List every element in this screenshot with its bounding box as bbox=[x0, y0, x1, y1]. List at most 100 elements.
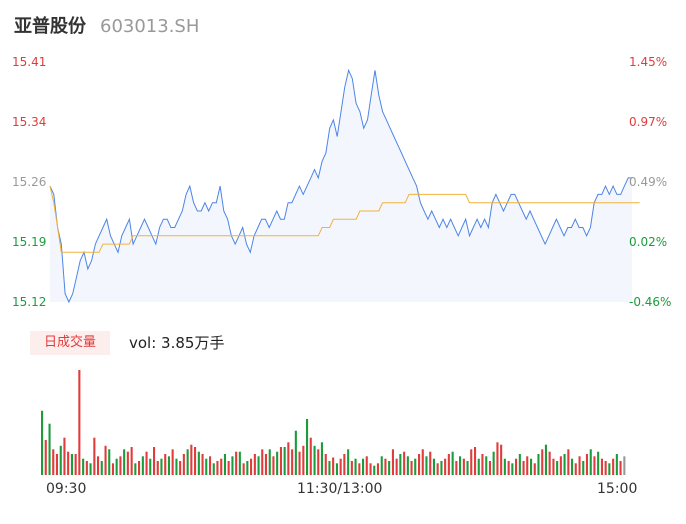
volume-bar bbox=[194, 447, 197, 475]
volume-bar bbox=[343, 454, 346, 475]
volume-bar bbox=[74, 454, 77, 475]
volume-bar bbox=[511, 463, 514, 475]
volume-bar bbox=[156, 461, 159, 475]
volume-bar bbox=[220, 458, 223, 475]
volume-bar bbox=[138, 461, 141, 475]
volume-bar bbox=[190, 444, 193, 475]
percent-tick-label: 0.02% bbox=[629, 235, 668, 249]
volume-bar bbox=[130, 447, 133, 475]
volume-bar bbox=[216, 461, 219, 475]
volume-bar bbox=[582, 461, 585, 475]
stock-name: 亚普股份 bbox=[14, 16, 86, 37]
volume-bar bbox=[380, 456, 383, 475]
volume-bar bbox=[556, 461, 559, 475]
volume-bar bbox=[63, 437, 66, 475]
volume-bar bbox=[488, 461, 491, 475]
volume-readout: vol: 3.85万手 bbox=[129, 334, 225, 352]
volume-bar bbox=[384, 458, 387, 475]
volume-bar bbox=[548, 451, 551, 475]
volume-bar bbox=[100, 461, 103, 475]
volume-bar bbox=[432, 458, 435, 475]
volume-bar bbox=[354, 458, 357, 475]
volume-bar bbox=[623, 456, 626, 475]
volume-bar bbox=[597, 451, 600, 475]
percent-tick-label: 0.97% bbox=[629, 115, 668, 129]
chart-header: 亚普股份 603013.SH bbox=[14, 12, 199, 40]
volume-bar bbox=[612, 458, 615, 475]
price-tick-label: 15.41 bbox=[12, 55, 47, 69]
price-tick-label: 15.12 bbox=[12, 295, 47, 309]
volume-bar bbox=[376, 463, 379, 475]
volume-bar bbox=[253, 454, 256, 475]
volume-bar bbox=[149, 458, 152, 475]
volume-bar bbox=[291, 449, 294, 475]
volume-bar bbox=[59, 445, 62, 475]
volume-bar bbox=[126, 451, 129, 475]
volume-bar bbox=[459, 456, 462, 475]
volume-bar bbox=[474, 447, 477, 475]
volume-bar bbox=[399, 454, 402, 475]
volume-bar bbox=[182, 454, 185, 475]
volume-bar bbox=[436, 463, 439, 475]
volume-bar bbox=[209, 456, 212, 475]
volume-bar bbox=[477, 458, 480, 475]
volume-bar bbox=[418, 454, 421, 475]
volume-bar bbox=[552, 458, 555, 475]
volume-bar bbox=[93, 437, 96, 475]
volume-bar bbox=[123, 449, 126, 475]
volume-bar bbox=[320, 442, 323, 475]
volume-bar bbox=[541, 449, 544, 475]
volume-bar bbox=[429, 451, 432, 475]
volume-bar bbox=[563, 454, 566, 475]
volume-bar bbox=[347, 449, 350, 475]
volume-bar bbox=[97, 456, 100, 475]
stock-code: 603013.SH bbox=[100, 16, 200, 37]
percent-tick-label: 1.45% bbox=[629, 55, 668, 69]
volume-bar bbox=[530, 458, 533, 475]
volume-bar bbox=[212, 463, 215, 475]
volume-bar bbox=[455, 461, 458, 475]
volume-bar bbox=[119, 456, 122, 475]
volume-bar bbox=[537, 454, 540, 475]
volume-bar bbox=[89, 463, 92, 475]
volume-bar bbox=[246, 461, 249, 475]
volume-bar bbox=[369, 463, 372, 475]
volume-bar bbox=[257, 456, 260, 475]
volume-bar bbox=[447, 454, 450, 475]
volume-bar bbox=[328, 461, 331, 475]
volume-bar bbox=[585, 454, 588, 475]
volume-bar bbox=[522, 461, 525, 475]
time-tick-label: 11:30/13:00 bbox=[297, 481, 383, 497]
volume-bar bbox=[515, 458, 518, 475]
volume-bar bbox=[235, 451, 238, 475]
volume-bar bbox=[500, 444, 503, 475]
volume-bar bbox=[496, 442, 499, 475]
volume-bar bbox=[160, 458, 163, 475]
volume-bar bbox=[276, 451, 279, 475]
volume-bar bbox=[544, 444, 547, 475]
volume-bar bbox=[350, 461, 353, 475]
volume-bar bbox=[593, 456, 596, 475]
volume-bar bbox=[175, 458, 178, 475]
volume-bar bbox=[462, 458, 465, 475]
volume-bar bbox=[574, 463, 577, 475]
volume-bar bbox=[395, 458, 398, 475]
volume-bar bbox=[153, 447, 156, 475]
volume-bar bbox=[238, 451, 241, 475]
volume-bar bbox=[615, 454, 618, 475]
volume-bar bbox=[332, 457, 335, 475]
volume-bar bbox=[317, 449, 320, 475]
volume-bar bbox=[70, 454, 73, 475]
volume-bar bbox=[205, 458, 208, 475]
volume-bar bbox=[492, 451, 495, 475]
volume-bar bbox=[261, 449, 264, 475]
volume-bar bbox=[52, 449, 55, 475]
volume-bar bbox=[485, 456, 488, 475]
volume-bar bbox=[619, 461, 622, 475]
price-tick-label: 15.19 bbox=[12, 235, 47, 249]
volume-bar bbox=[559, 456, 562, 475]
volume-bar bbox=[242, 463, 245, 475]
volume-bar bbox=[608, 463, 611, 475]
volume-bar bbox=[41, 410, 44, 475]
